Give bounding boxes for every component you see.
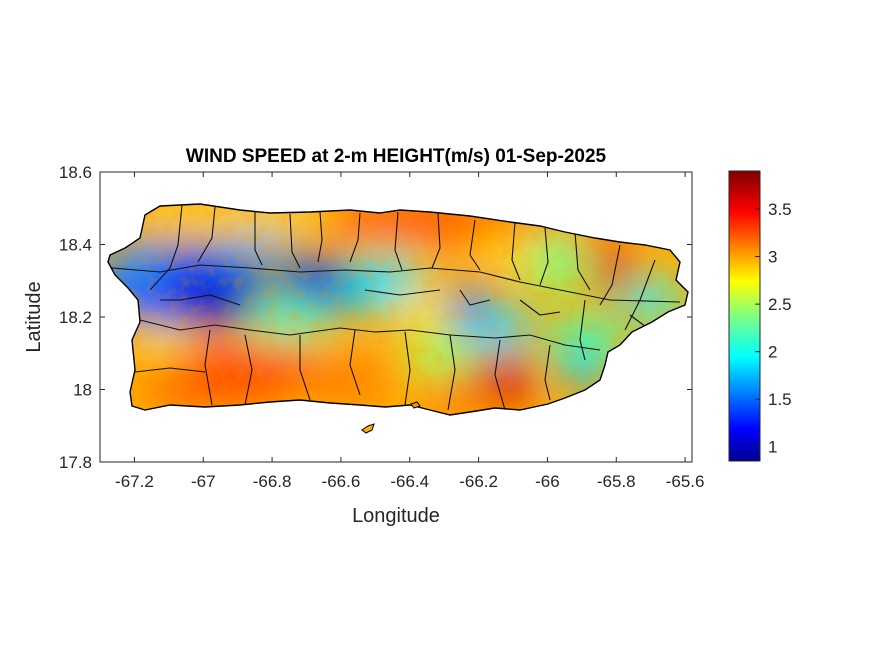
- island-coastline: [107, 203, 689, 416]
- x-axis-label: Longitude: [352, 505, 440, 527]
- colorbar-ticks: 1 1.5 2 2.5 3 3.5: [755, 200, 792, 457]
- x-tick-label: -67: [191, 472, 216, 491]
- x-axis-ticks: -67.2 -67 -66.8 -66.6 -66.4 -66.2 -66 -65.8 -65.…: [115, 172, 704, 491]
- field-texture: [108, 204, 688, 415]
- x-tick-label: -66.6: [322, 472, 361, 491]
- y-axis-ticks: 17.8 18 18.2 18.4 18.6: [59, 163, 692, 472]
- y-axis-label: Latitude: [23, 281, 45, 352]
- colorbar-tick-label: 1: [768, 438, 777, 457]
- x-tick-label: -66.4: [390, 472, 429, 491]
- y-tick-label: 18.2: [59, 308, 92, 327]
- x-tick-label: -65.6: [666, 472, 705, 491]
- caja-de-muertos-island: [361, 423, 375, 434]
- colorbar-tick-label: 3: [768, 248, 777, 267]
- x-tick-label: -67.2: [115, 472, 154, 491]
- municipal-boundaries: [111, 204, 681, 411]
- x-tick-label: -65.8: [597, 472, 636, 491]
- small-cay: [410, 401, 421, 409]
- x-tick-label: -66: [535, 472, 560, 491]
- colorbar-tick-label: 2.5: [768, 295, 792, 314]
- x-tick-label: -66.8: [253, 472, 292, 491]
- y-tick-label: 17.8: [59, 453, 92, 472]
- colorbar-tick-label: 3.5: [768, 200, 792, 219]
- colorbar-tick-label: 2: [768, 343, 777, 362]
- y-tick-label: 18.6: [59, 163, 92, 182]
- y-tick-label: 18.4: [59, 236, 92, 255]
- y-tick-label: 18: [73, 381, 92, 400]
- x-tick-label: -66.2: [459, 472, 498, 491]
- colorbar-tick-label: 1.5: [768, 390, 792, 409]
- colorbar: [728, 170, 761, 462]
- chart-title: WIND SPEED at 2-m HEIGHT(m/s) 01-Sep-202…: [186, 146, 607, 167]
